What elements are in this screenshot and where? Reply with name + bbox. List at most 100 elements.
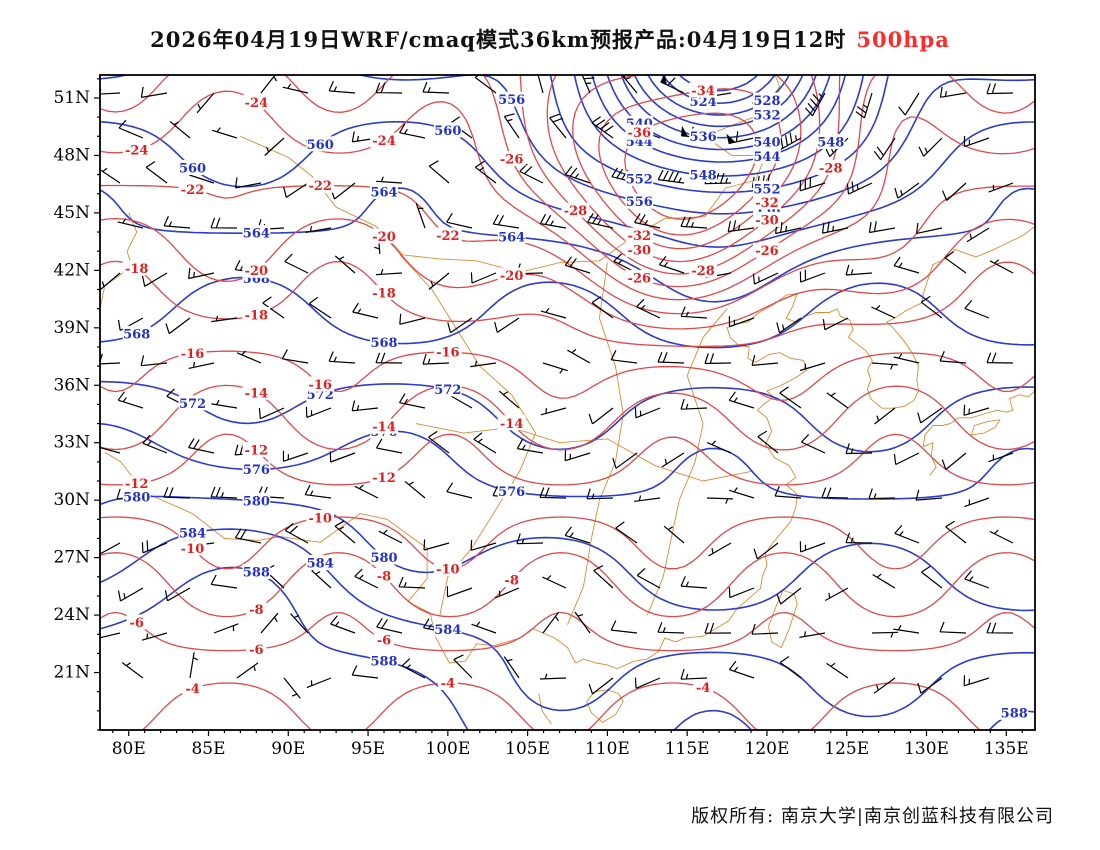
wind-barb xyxy=(966,227,990,243)
wind-barb xyxy=(963,136,990,148)
wind-barb xyxy=(284,253,309,274)
contour-label: -4 xyxy=(696,681,710,696)
contour-label: -16 xyxy=(181,347,205,362)
contour-label: 580 xyxy=(123,490,150,505)
wind-barb xyxy=(163,487,191,499)
wind-barb xyxy=(398,576,426,589)
temperature-contour--18 xyxy=(100,260,1035,348)
wind-barb xyxy=(658,256,685,274)
wind-barb xyxy=(498,390,520,409)
wind-barb xyxy=(234,528,262,544)
y-axis-label: 51N xyxy=(53,88,90,108)
wind-barb xyxy=(581,75,595,94)
wind-barb xyxy=(378,529,403,544)
contour-label: -8 xyxy=(249,603,263,618)
x-axis-label: 125E xyxy=(824,739,869,759)
wind-barb xyxy=(306,677,332,689)
wind-barb xyxy=(354,568,379,589)
wind-barb xyxy=(282,83,309,94)
wind-barb xyxy=(100,88,121,95)
contour-label: 556 xyxy=(498,93,525,108)
wind-barb xyxy=(188,267,215,280)
contour-label: -34 xyxy=(691,84,715,99)
wind-barb xyxy=(140,86,168,98)
wind-barb xyxy=(169,120,191,139)
border-4 xyxy=(567,262,624,625)
wind-barb xyxy=(680,576,708,589)
wind-barb xyxy=(290,613,309,634)
wind-barb xyxy=(423,539,450,551)
wind-barb xyxy=(470,539,497,551)
wind-barb xyxy=(196,92,215,114)
wind-barb xyxy=(774,486,802,499)
wind-barb xyxy=(704,353,732,365)
wind-barb xyxy=(236,350,262,364)
wind-barb xyxy=(874,407,896,425)
wind-barb xyxy=(868,488,896,500)
wind-barb xyxy=(304,484,332,499)
wind-barb xyxy=(804,92,826,117)
wind-barb xyxy=(283,182,309,198)
map-frame xyxy=(99,74,1036,731)
wind-barb xyxy=(422,353,450,365)
wind-barb xyxy=(141,272,168,287)
wind-barb xyxy=(942,182,967,201)
wind-barb xyxy=(964,300,990,319)
contour-label: 588 xyxy=(1001,706,1028,721)
contour-label: 580 xyxy=(243,494,270,509)
wind-barb xyxy=(708,542,732,557)
wind-barb xyxy=(821,487,849,499)
contour-label: -4 xyxy=(185,682,199,697)
wind-barb xyxy=(728,660,755,679)
coastline-5 xyxy=(538,693,552,725)
wind-barb xyxy=(446,586,473,598)
wind-barb xyxy=(776,587,802,605)
wind-barb xyxy=(470,360,497,368)
wind-barb xyxy=(117,391,144,409)
wind-barb xyxy=(939,351,967,364)
wind-barb xyxy=(328,80,356,94)
wind-barb xyxy=(661,452,685,468)
contour-label: 532 xyxy=(753,108,780,123)
x-axis-label: 115E xyxy=(665,739,710,759)
contour-label: -30 xyxy=(628,244,652,259)
coastline-1 xyxy=(922,375,1035,476)
contour-label: 560 xyxy=(179,162,206,177)
wind-barb xyxy=(775,221,802,235)
y-axis-label: 39N xyxy=(53,318,90,338)
wind-barb xyxy=(399,123,426,139)
wind-barb xyxy=(872,573,896,589)
wind-barb xyxy=(494,587,520,599)
height-contour-584 xyxy=(100,528,1035,718)
wind-barb xyxy=(941,452,967,470)
wind-barb xyxy=(728,131,755,145)
contour-label: 536 xyxy=(690,130,717,145)
wind-barb xyxy=(660,77,685,94)
wind-barb xyxy=(855,92,873,119)
wind-barb xyxy=(100,272,121,291)
wind-barb xyxy=(610,620,638,634)
wind-barb xyxy=(539,487,567,499)
wind-barbs xyxy=(100,75,1014,699)
wind-barb xyxy=(939,86,967,98)
border-1 xyxy=(100,212,138,309)
wind-barb xyxy=(729,487,755,499)
wind-barb xyxy=(564,450,591,462)
wind-barb xyxy=(100,353,121,365)
contour-label: -26 xyxy=(500,152,524,167)
wind-barb xyxy=(898,92,920,116)
wind-barb xyxy=(989,259,1014,274)
temperature-contour--12 xyxy=(100,433,1035,486)
wind-barb xyxy=(354,484,379,499)
wind-barb xyxy=(593,564,614,589)
x-axis-label: 95E xyxy=(351,739,385,759)
wind-barb xyxy=(728,391,755,409)
contour-label: -14 xyxy=(500,417,524,432)
wind-barb xyxy=(634,495,661,502)
wind-barb xyxy=(236,662,259,679)
wind-barb xyxy=(473,432,497,454)
chart-title-main: 2026年04月19日WRF/cmaq模式36km预报产品:04月19日12时 xyxy=(150,27,847,52)
wind-barb xyxy=(542,362,568,374)
wind-barb xyxy=(894,182,920,199)
wind-barb xyxy=(334,520,356,544)
